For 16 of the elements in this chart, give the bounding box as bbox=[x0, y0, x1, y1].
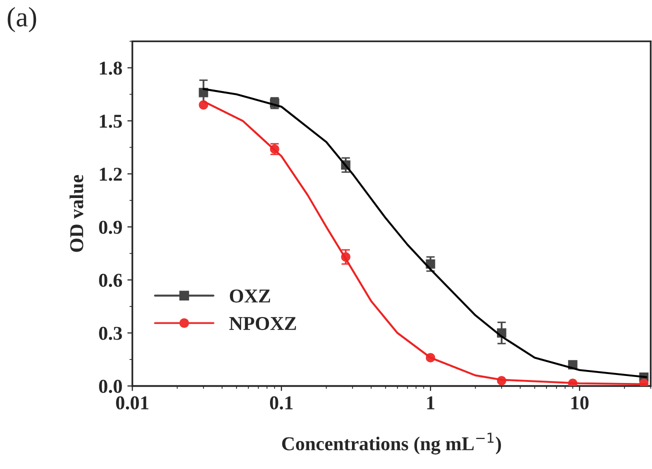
y-axis-title: OD value bbox=[70, 174, 84, 252]
legend-label: NPOXZ bbox=[229, 317, 296, 330]
y-tick-label: 0.3 bbox=[99, 326, 122, 340]
y-tick-label: 1.2 bbox=[100, 168, 122, 181]
x-axis-title: Concentrations (ng mL$^{−1}$) bbox=[282, 432, 501, 454]
y-tick-label: 0.6 bbox=[99, 274, 122, 287]
x-tick-label: 10 bbox=[571, 396, 589, 410]
y-tick-label: 1.8 bbox=[100, 62, 122, 75]
y-tick-label: 0.0 bbox=[99, 380, 122, 394]
x-tick-label: 1 bbox=[427, 396, 434, 410]
chart-title: (a) bbox=[8, 7, 36, 32]
y-tick-label: 0.9 bbox=[99, 220, 122, 234]
y-tick-label: 1.5 bbox=[100, 114, 122, 128]
x-tick-label: 0.1 bbox=[270, 396, 293, 410]
x-tick-label: 0.01 bbox=[116, 396, 148, 410]
legend-label: OXZ bbox=[230, 290, 270, 303]
